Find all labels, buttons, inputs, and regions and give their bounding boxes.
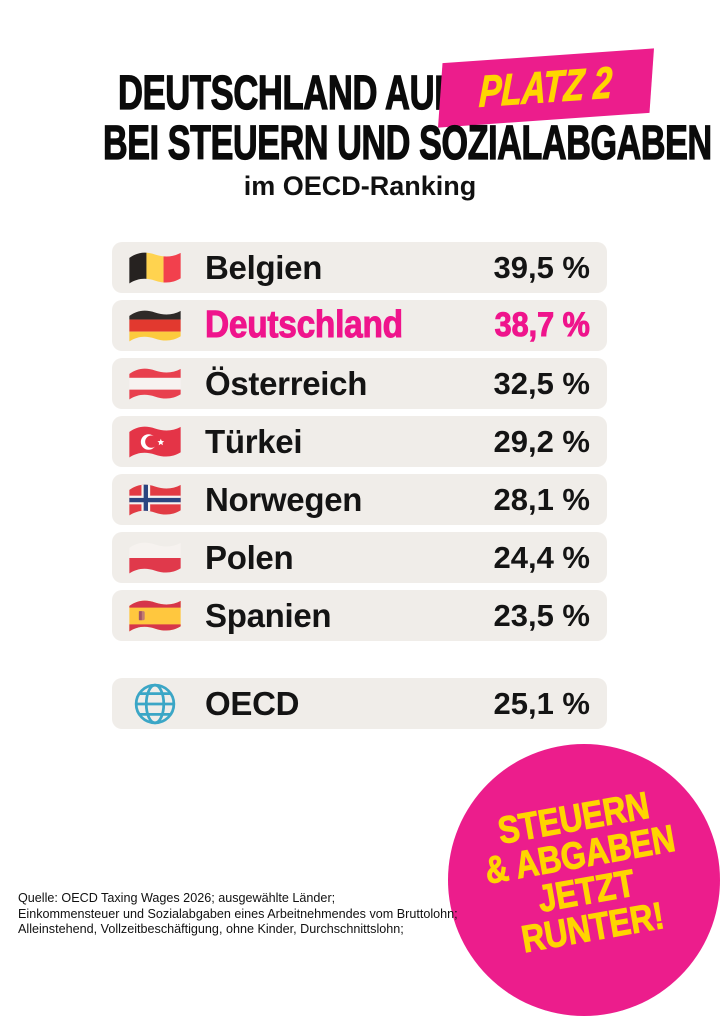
ranking-row: Polen 24,4 %	[112, 532, 607, 583]
ranking-row: Türkei 29,2 %	[112, 416, 607, 467]
ranking-list: Belgien 39,5 % Deutschland 38,7 % Österreich…	[112, 242, 607, 648]
turkey-flag-icon	[126, 421, 184, 463]
country-label: Österreich	[205, 364, 368, 402]
badge-text: STEUERN & ABGABEN JETZT RUNTER!	[476, 785, 691, 964]
value-label: 38,7 %	[494, 306, 590, 345]
oecd-label: OECD	[205, 684, 300, 722]
source-line: Einkommensteuer und Sozialabgaben eines …	[18, 906, 458, 921]
austria-flag-icon	[126, 363, 184, 405]
infographic-page: { "header": { "title_line1": "DEUTSCHLAN…	[18, 48, 720, 1016]
value-label: 28,1 %	[493, 481, 590, 517]
value-label: 23,5 %	[493, 597, 590, 633]
country-label: Norwegen	[205, 480, 363, 518]
country-label: Spanien	[205, 596, 332, 634]
ranking-row: Spanien 23,5 %	[112, 590, 607, 641]
oecd-value: 25,1 %	[493, 685, 590, 721]
belgium-flag-icon	[126, 247, 184, 289]
source-line: Alleinstehend, Vollzeitbeschäftigung, oh…	[18, 922, 404, 937]
poland-flag-icon	[126, 537, 184, 579]
germany-flag-icon	[126, 305, 184, 347]
ranking-row: Norwegen 28,1 %	[112, 474, 607, 525]
page-subtitle: im OECD-Ranking	[243, 171, 477, 201]
source-note: Quelle: OECD Taxing Wages 2026; ausgewäh…	[18, 891, 458, 938]
globe-icon	[126, 683, 184, 725]
campaign-badge: STEUERN & ABGABEN JETZT RUNTER!	[448, 744, 720, 1016]
value-label: 39,5 %	[493, 249, 590, 285]
title-highlight-box: PLATZ 2	[438, 48, 654, 128]
ranking-row: Österreich 32,5 %	[112, 358, 607, 409]
oecd-summary-row: OECD 25,1 %	[112, 678, 607, 729]
country-label: Polen	[205, 538, 294, 576]
value-label: 24,4 %	[493, 539, 590, 575]
country-label: Belgien	[205, 248, 323, 286]
title-highlight-text: PLATZ 2	[478, 58, 614, 118]
ranking-row: Deutschland 38,7 %	[112, 300, 607, 351]
norway-flag-icon	[126, 479, 184, 521]
source-line: Quelle: OECD Taxing Wages 2026; ausgewäh…	[18, 891, 336, 905]
ranking-row: Belgien 39,5 %	[112, 242, 607, 293]
spain-flag-icon	[126, 595, 184, 637]
country-label: Türkei	[205, 422, 303, 460]
page-title-line2: BEI STEUERN UND SOZIALABGABEN	[102, 117, 712, 170]
value-label: 32,5 %	[493, 365, 590, 401]
page-title-line1: DEUTSCHLAND AUF	[118, 67, 456, 120]
country-label: Deutschland	[205, 304, 404, 347]
value-label: 29,2 %	[493, 423, 590, 459]
